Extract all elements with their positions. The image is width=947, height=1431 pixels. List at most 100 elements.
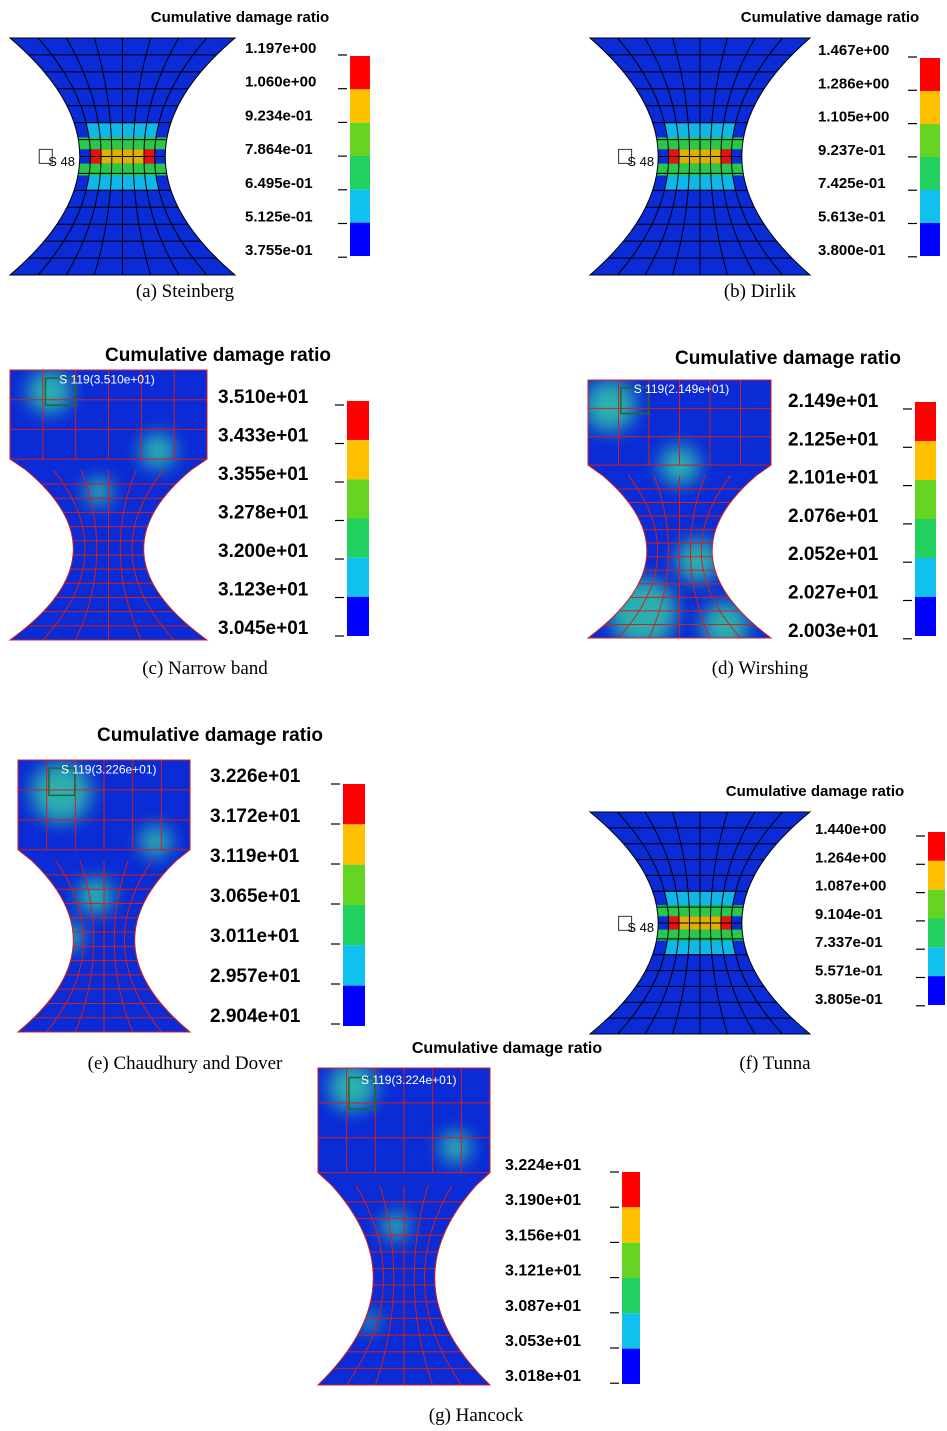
legend-label: 3.224e+01 (505, 1157, 581, 1174)
mesh-line (46, 860, 84, 1032)
contour-cell (721, 137, 733, 150)
node-box (38, 148, 53, 164)
contour-cell (732, 940, 748, 955)
legend-label: 7.337e-01 (815, 934, 883, 951)
legend-label: 3.172e+01 (210, 806, 301, 827)
legend-label: 1.440e+00 (815, 821, 886, 838)
node-box (44, 377, 76, 406)
contour-cell (689, 905, 700, 917)
contour-cell (710, 940, 724, 955)
contour-cell (710, 891, 724, 906)
legend-label: 3.123e+01 (218, 580, 309, 601)
specimen-outline (588, 811, 812, 1035)
contour-cell (678, 137, 690, 150)
colorbar-segment (622, 1242, 640, 1278)
contour-cell (656, 929, 669, 941)
legend-title: Cumulative damage ratio (151, 9, 329, 26)
legend-label: 2.149e+01 (788, 391, 879, 412)
contour-cell (689, 163, 700, 176)
contour-cell (688, 123, 700, 138)
contour-cell (74, 123, 90, 138)
mesh-line (124, 860, 162, 1032)
legend-label: 3.226e+01 (210, 766, 301, 787)
panel: S 48 Cumulative damage ratio 1.197e+00 1.06… (8, 9, 370, 302)
contour-cell (678, 905, 690, 917)
colorbar-segment (915, 402, 936, 441)
legend-label: 1.087e+00 (815, 878, 886, 895)
mesh-line (413, 1185, 434, 1385)
legend-label: 1.264e+00 (815, 849, 886, 866)
colorbar-segment (928, 860, 945, 890)
contour-cell (144, 163, 156, 176)
legend-title: Cumulative damage ratio (105, 345, 331, 366)
contour-blob (359, 1311, 380, 1332)
contour-cell (98, 123, 112, 138)
contour-cell (122, 123, 135, 138)
node-label: S 119(2.149e+01) (634, 382, 730, 396)
contour-cell (89, 163, 101, 176)
contour-cell (689, 137, 700, 150)
contour-cell (100, 137, 112, 150)
contour-cell (89, 137, 101, 150)
node-label: S 119(3.510e+01) (59, 373, 155, 387)
legend-label: 2.052e+01 (788, 544, 879, 565)
colorbar-segment (622, 1278, 640, 1314)
colorbar-segment (343, 824, 365, 865)
colorbar-segment (920, 190, 940, 223)
contour-cell (154, 137, 168, 150)
specimen-outline (8, 37, 237, 276)
colorbar-segment (343, 784, 365, 825)
legend-label: 3.119e+01 (210, 846, 300, 867)
legend-label: 2.003e+01 (788, 621, 879, 642)
specimen (318, 1068, 490, 1385)
contour-cell (122, 175, 135, 190)
contour-cell (731, 163, 744, 176)
contour-blob (139, 433, 176, 469)
contour-cell (678, 163, 690, 176)
mesh-line (644, 812, 680, 1034)
mesh-line (730, 812, 783, 1034)
colorbar-segment (622, 1172, 640, 1208)
legend-label: 2.101e+01 (788, 468, 879, 489)
contour-cell (100, 163, 112, 176)
mesh-line (75, 469, 98, 640)
contour-cell (688, 940, 700, 955)
contour-cell (110, 175, 123, 190)
contour-cell (700, 175, 712, 190)
colorbar-segment (928, 976, 945, 1005)
caption: (e) Chaudhury and Dover (88, 1053, 283, 1074)
node-box (620, 386, 650, 415)
node-label: S 48 (627, 920, 654, 935)
legend-label: 3.433e+01 (218, 426, 309, 447)
specimen (10, 370, 207, 640)
legend-label: 3.278e+01 (218, 503, 309, 524)
node-box (618, 148, 633, 164)
caption: (f) Tunna (739, 1053, 811, 1074)
colorbar-segment (350, 156, 370, 190)
legend-label: 9.104e-01 (815, 906, 883, 923)
specimen (18, 760, 190, 1032)
mesh-line (143, 38, 180, 275)
contour-cell (111, 137, 123, 150)
colorbar-segment (915, 558, 936, 597)
mesh-line (154, 38, 208, 275)
panel: S 119(2.149e+01) Cumulative damage ratio 2… (586, 348, 936, 679)
contour-blob (31, 762, 91, 823)
colorbar-segment (928, 832, 945, 861)
mesh-line (119, 469, 142, 640)
contour-cell (98, 175, 112, 190)
contour-blob (588, 380, 636, 432)
contour-cell (154, 163, 168, 176)
contour-cell (676, 175, 690, 190)
specimen (590, 38, 810, 275)
legend-label: 3.510e+01 (218, 387, 309, 408)
legend-label: 1.286e+00 (818, 75, 889, 92)
colorbar-segment (350, 122, 370, 156)
contour-blob (328, 1068, 377, 1112)
contour-cell (667, 905, 679, 917)
legend-label: 9.234e-01 (245, 107, 313, 124)
contour-cell (656, 905, 669, 917)
legend-label: 3.355e+01 (218, 464, 309, 485)
contour-cell (676, 123, 690, 138)
panel: S 48 Cumulative damage ratio 1.467e+00 1.28… (588, 9, 940, 302)
